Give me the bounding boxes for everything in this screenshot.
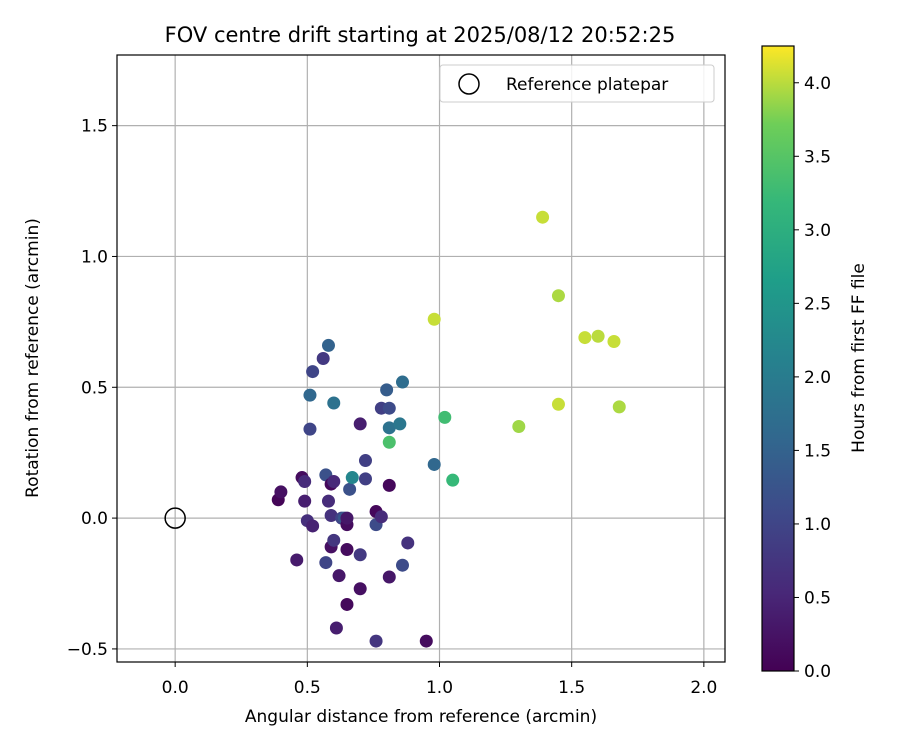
data-point [353,548,367,562]
data-point [358,472,372,486]
data-point [395,375,409,389]
data-point [327,396,341,410]
y-tick-label: −0.5 [67,640,108,660]
data-point [303,422,317,436]
data-point [612,400,626,414]
data-point [340,511,354,525]
data-point [321,494,335,508]
data-point [306,365,320,379]
data-point [446,473,460,487]
data-point [343,482,357,496]
colorbar-tick-label: 3.5 [804,147,831,167]
x-tick-label: 0.0 [162,678,189,698]
colorbar-tick-label: 2.5 [804,294,831,314]
data-point [382,421,396,435]
reference-layer [164,507,186,529]
colorbar-ticks: 0.0 0.5 1.0 1.5 2.0 2.5 3.0 3.5 4.0 [794,74,831,682]
data-point [327,474,341,488]
data-point [369,634,383,648]
data-point [374,510,388,524]
data-point [551,397,565,411]
data-point [298,474,312,488]
colorbar-tick-label: 2.0 [804,368,831,388]
chart-title: FOV centre drift starting at 2025/08/12 … [165,23,676,47]
data-point [329,621,343,635]
legend-box [439,64,715,103]
y-tick-label: 1.5 [81,117,108,137]
colorbar-label: Hours from first FF file [849,263,869,453]
colorbar-tick-label: 1.0 [804,515,831,535]
data-point [395,558,409,572]
colorbar-tick-label: 0.0 [804,662,831,682]
reference-platepar-marker [164,507,186,529]
data-point [536,210,550,224]
x-tick-label: 1.5 [558,678,585,698]
data-point [438,410,452,424]
data-point [327,533,341,547]
data-point [340,597,354,611]
data-point [382,401,396,415]
data-point [345,471,359,485]
data-point [290,553,304,567]
grid-lines [117,55,725,662]
data-point [427,312,441,326]
colorbar-tick-label: 3.0 [804,221,831,241]
data-point [324,508,338,522]
colorbar-tick-label: 1.5 [804,441,831,461]
colorbar-tick-label: 0.5 [804,588,831,608]
data-point [591,329,605,343]
data-point [321,338,335,352]
data-point [427,457,441,471]
data-point [306,519,320,533]
colorbar-gradient [762,46,794,671]
data-point [401,536,415,550]
y-tick-label: 0.0 [81,509,108,529]
x-tick-label: 0.5 [294,678,321,698]
data-point [353,417,367,431]
data-point [419,634,433,648]
data-point [332,569,346,583]
data-point [393,417,407,431]
x-tick-label: 1.0 [426,678,453,698]
data-points [271,210,626,648]
colorbar-tick-label: 4.0 [804,74,831,94]
y-tick-label: 0.5 [81,378,108,398]
data-point [607,334,621,348]
y-axis-label: Rotation from reference (arcmin) [23,218,43,498]
data-point [382,478,396,492]
y-axis-ticks: −0.5 0.0 0.5 1.0 1.5 [67,117,117,660]
data-point [319,556,333,570]
legend-marker-icon [458,73,480,95]
legend: Reference platepar [439,64,715,103]
x-axis-label: Angular distance from reference (arcmin) [245,707,597,727]
data-point [578,331,592,345]
data-point [298,494,312,508]
x-tick-label: 2.0 [690,678,717,698]
data-point [358,454,372,468]
data-point [382,435,396,449]
data-point [382,570,396,584]
data-point [316,352,330,365]
data-point [274,485,288,499]
x-axis-ticks: 0.0 0.5 1.0 1.5 2.0 [162,662,717,698]
data-point [512,420,526,434]
data-point [353,582,367,596]
legend-label: Reference platepar [506,75,668,95]
colorbar: 0.0 0.5 1.0 1.5 2.0 2.5 3.0 3.5 4.0 Hours from f… [761,45,869,682]
colorbar-frame [761,45,795,672]
y-tick-label: 1.0 [81,247,108,267]
plot-frame [116,54,726,663]
data-point [340,542,354,556]
data-point [380,383,394,397]
data-point [303,388,317,402]
data-point [551,289,565,303]
